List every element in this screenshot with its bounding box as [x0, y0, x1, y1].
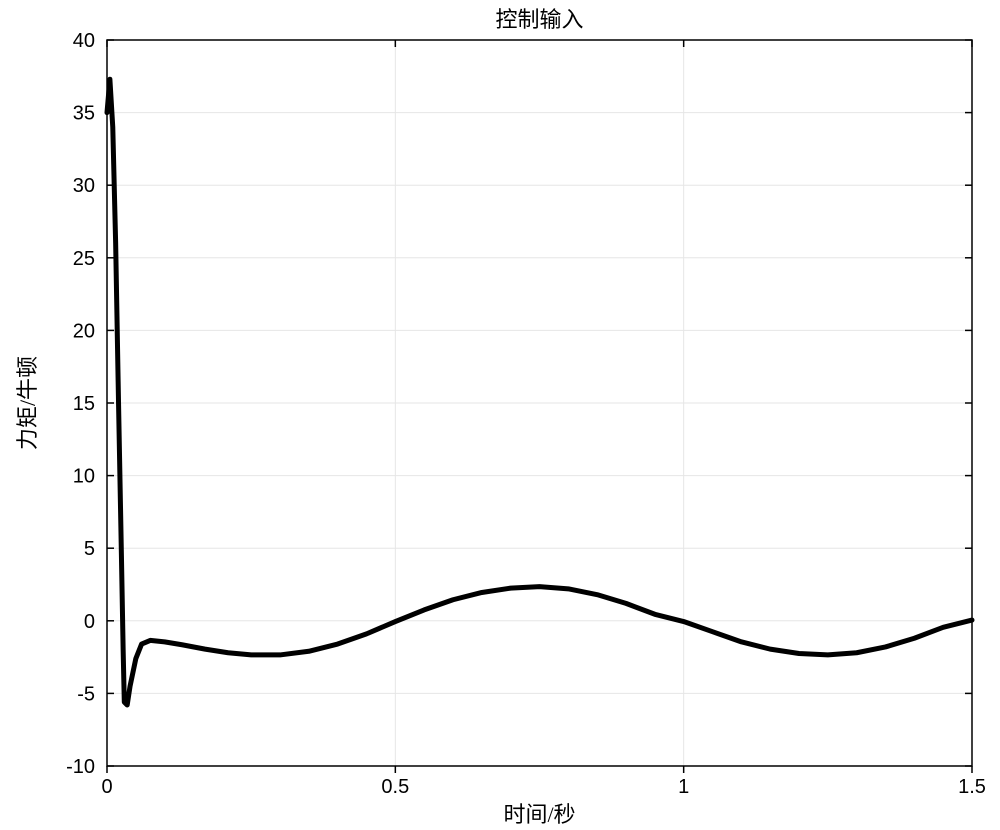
- x-tick-label: 0.5: [381, 776, 409, 798]
- line-chart: 0 0.5 1 1.5 -10 -5 0 5 10 15 20 25 30 35 40 控制输入时间/秒 力矩/…: [0, 0, 1000, 830]
- y-tick-label: 25: [73, 248, 95, 270]
- y-tick-label: 10: [73, 466, 95, 488]
- x-tick-label: 1: [678, 776, 689, 798]
- y-tick-label: 35: [73, 103, 95, 125]
- y-tick-label: 20: [73, 320, 95, 342]
- y-tick-label: 15: [73, 393, 95, 415]
- chart-title: 控制输入: [495, 7, 583, 32]
- chart-container: 0 0.5 1 1.5 -10 -5 0 5 10 15 20 25 30 35 40 控制输入时间/秒 力矩/…: [0, 0, 1000, 830]
- x-tick-label: 1.5: [958, 776, 986, 798]
- y-axis-label: 力矩/牛顿: [15, 356, 40, 450]
- y-tick-label: -5: [77, 683, 95, 705]
- y-tick-label: 40: [73, 30, 95, 52]
- x-axis-label: 时间/秒: [503, 802, 575, 827]
- y-tick-label: 30: [73, 175, 95, 197]
- y-tick-label: 0: [84, 611, 95, 633]
- y-tick-label: -10: [66, 756, 95, 778]
- y-tick-label: 5: [84, 538, 95, 560]
- x-tick-label: 0: [101, 776, 112, 798]
